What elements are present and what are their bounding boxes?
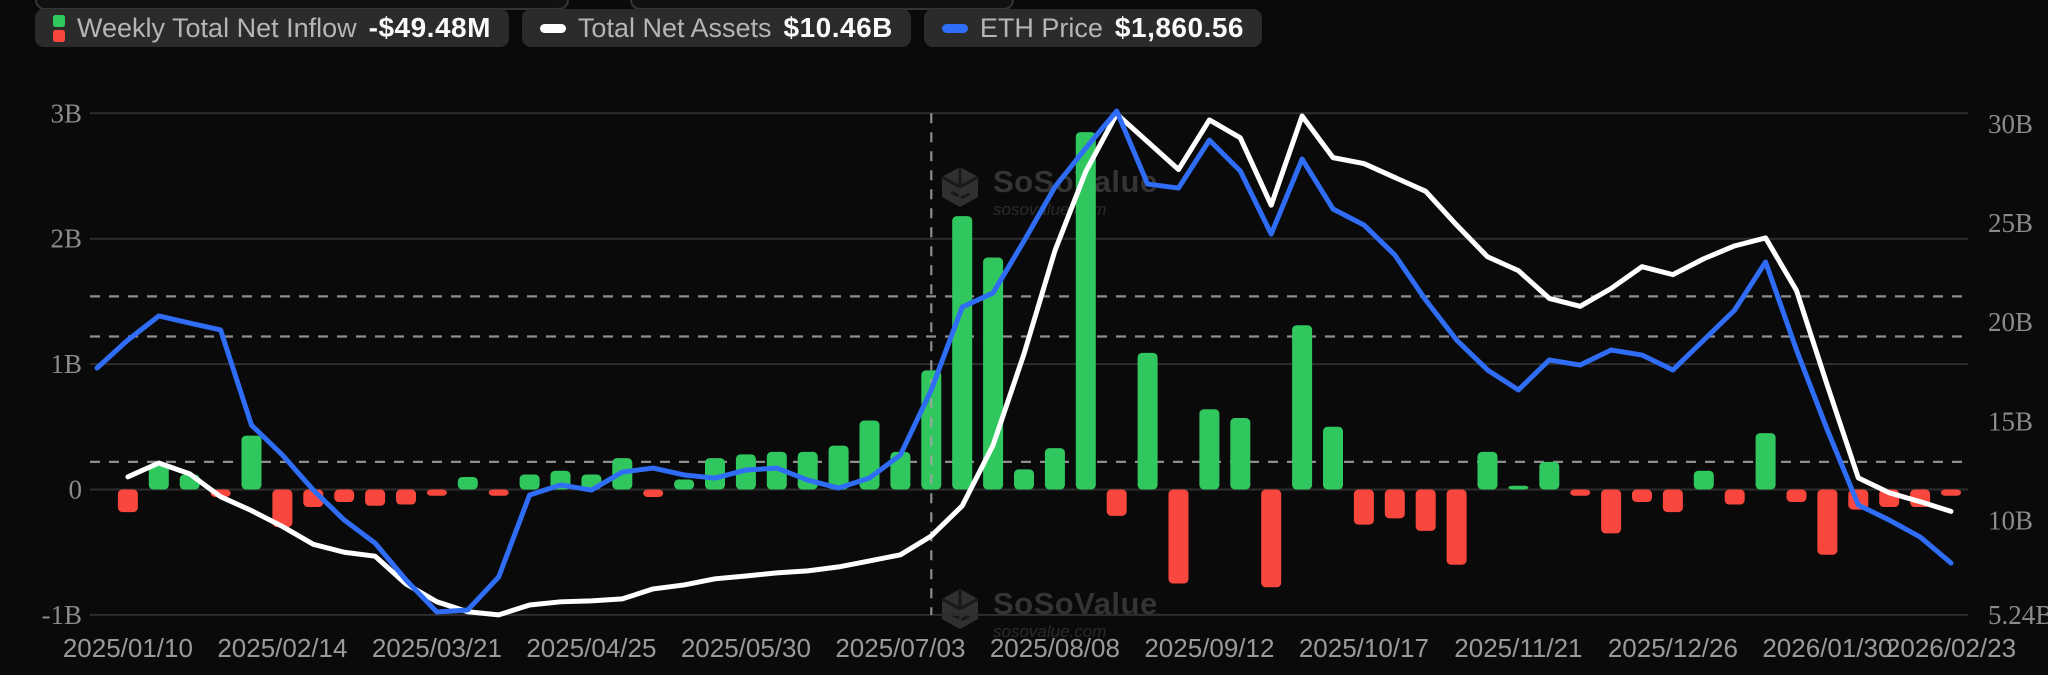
right-axis-tick: 5.24B (1988, 600, 2048, 630)
inflow-bar[interactable] (1199, 409, 1220, 490)
inflow-bar[interactable] (519, 474, 540, 490)
inflow-bar[interactable] (1786, 489, 1807, 503)
inflow-bar[interactable] (1755, 433, 1776, 490)
inflow-bar[interactable] (828, 445, 849, 490)
x-axis-date-label: 2025/10/17 (1299, 633, 1429, 663)
legend-value: -$49.48M (368, 12, 491, 43)
inflow-bar[interactable] (1384, 489, 1405, 519)
x-axis-date-label: 2026/01/30 (1762, 633, 1892, 663)
inflow-bar[interactable] (1662, 489, 1683, 513)
inflow-bar[interactable] (1292, 325, 1313, 490)
legend-item-weekly-total-net-inflow[interactable]: Weekly Total Net Inflow -$49.48M (35, 9, 509, 47)
legend-value: $10.46B (783, 12, 893, 43)
inflow-bar[interactable] (674, 479, 695, 490)
legend-label: ETH Price (979, 12, 1103, 43)
x-axis-date-label: 2025/08/08 (990, 633, 1120, 663)
left-axis-tick: 3B (50, 98, 82, 128)
inflow-bar[interactable] (1817, 489, 1838, 555)
right-axis-tick: 15B (1988, 406, 2033, 436)
x-axis-date-label: 2025/05/30 (681, 633, 811, 663)
eth-price-line[interactable] (94, 108, 1954, 615)
inflow-bar[interactable] (272, 489, 293, 528)
inflow-bar[interactable] (1323, 426, 1343, 490)
inflow-bar[interactable] (1168, 489, 1189, 584)
inflow-bar[interactable] (1601, 489, 1622, 534)
inflow-bar[interactable] (1693, 470, 1714, 490)
inflow-bar[interactable] (1941, 489, 1961, 496)
inflow-bar[interactable] (1261, 489, 1282, 588)
x-axis-date-label: 2025/11/21 (1454, 633, 1582, 663)
inflow-bar[interactable] (396, 489, 416, 505)
inflow-bars-icon (53, 14, 65, 42)
legend: Weekly Total Net Inflow -$49.48M Total N… (35, 9, 1262, 47)
inflow-bar[interactable] (1230, 418, 1251, 490)
inflow-bar[interactable] (1477, 451, 1498, 490)
x-axis-date-label: 2026/02/23 (1886, 633, 2016, 663)
inflow-bar[interactable] (1137, 352, 1158, 490)
inflow-bar[interactable] (117, 489, 138, 513)
inflow-bar[interactable] (426, 489, 447, 496)
inflow-bar[interactable] (241, 435, 262, 490)
inflow-bar[interactable] (643, 489, 664, 498)
inflow-bar[interactable] (1570, 489, 1591, 496)
inflow-bar[interactable] (705, 458, 725, 490)
x-axis-date-label: 2025/03/21 (372, 633, 502, 663)
x-axis-date-label: 2025/07/03 (835, 633, 965, 663)
inflow-bar[interactable] (365, 489, 386, 506)
inflow-bar[interactable] (334, 489, 355, 503)
legend-label: Weekly Total Net Inflow (77, 12, 357, 43)
inflow-bar[interactable] (1014, 469, 1034, 490)
inflow-bar[interactable] (952, 216, 973, 490)
x-axis-date-label: 2025/01/10 (63, 633, 193, 663)
x-axis-date-label: 2025/09/12 (1144, 633, 1274, 663)
inflow-bar[interactable] (1632, 489, 1652, 503)
x-axis-date-label: 2025/02/14 (217, 633, 347, 663)
inflow-bar[interactable] (1446, 489, 1467, 565)
inflow-bar[interactable] (1415, 489, 1436, 531)
inflow-bar[interactable] (148, 464, 169, 490)
left-axis-tick: -1B (42, 600, 83, 630)
inflow-bar[interactable] (1724, 489, 1745, 505)
inflow-bar[interactable] (1539, 461, 1560, 490)
inflow-bar[interactable] (1353, 489, 1374, 525)
right-axis-tick: 30B (1988, 109, 2033, 139)
inflow-bar[interactable] (1106, 489, 1127, 516)
inflow-bar[interactable] (457, 476, 478, 490)
blue-dash-icon (941, 23, 968, 33)
total-net-assets-line[interactable] (125, 111, 1954, 618)
left-axis-tick: 1B (50, 349, 82, 379)
left-axis-tick: 2B (50, 224, 82, 254)
x-axis-date-label: 2025/12/26 (1608, 633, 1738, 663)
inflow-bar[interactable] (1508, 485, 1529, 490)
x-axis-date-label: 2025/04/25 (526, 633, 656, 663)
white-dash-icon (539, 23, 566, 33)
right-axis-tick: 25B (1988, 208, 2033, 238)
inflow-bar[interactable] (1075, 132, 1096, 490)
legend-label: Total Net Assets (577, 12, 772, 43)
inflow-bar[interactable] (488, 489, 509, 496)
legend-item-eth-price[interactable]: ETH Price $1,860.56 (923, 9, 1262, 47)
right-axis-tick: 10B (1988, 506, 2033, 536)
left-axis-tick: 0 (69, 475, 83, 505)
inflow-bar[interactable] (1044, 448, 1065, 490)
legend-item-total-net-assets[interactable]: Total Net Assets $10.46B (521, 9, 911, 47)
right-axis-tick: 20B (1988, 307, 2033, 337)
legend-value: $1,860.56 (1114, 12, 1244, 43)
